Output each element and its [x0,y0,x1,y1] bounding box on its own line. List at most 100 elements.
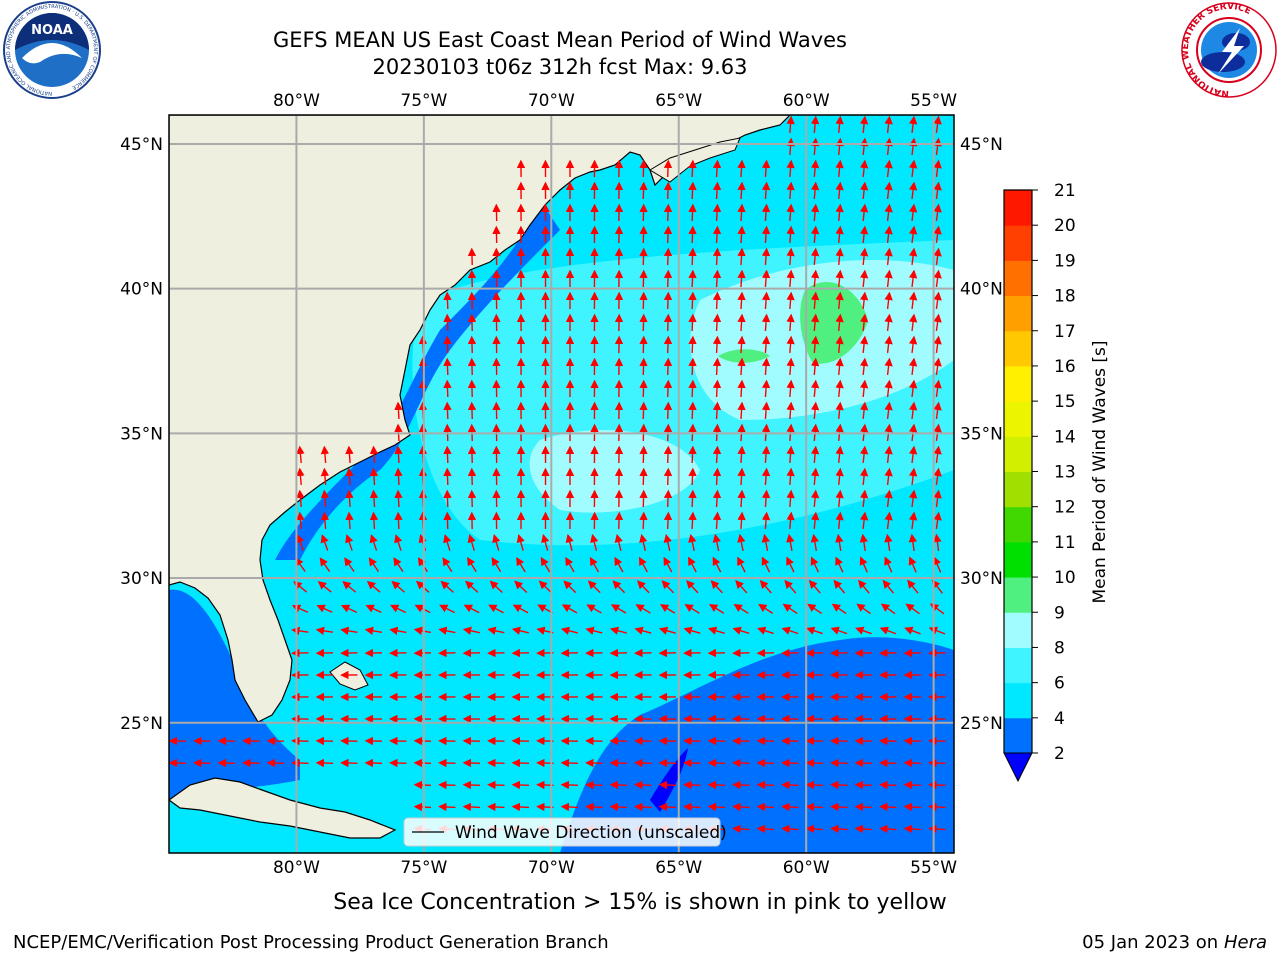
colorbar-segment [1004,647,1032,684]
wind-wave-arrow [737,379,746,398]
wind-wave-arrow [805,824,824,834]
wind-wave-arrow [609,802,628,812]
lat-tick-right: 35°N [960,424,1003,444]
wind-wave-arrow [903,824,922,834]
wind-wave-arrow [366,580,381,593]
land-bahamas [329,661,369,691]
colorbar-segment [1004,541,1032,578]
wind-wave-arrow [296,511,305,530]
wind-wave-arrow [683,758,701,768]
wind-wave-arrow [688,335,697,354]
wind-wave-arrow [786,467,795,486]
wind-wave-arrow [835,533,844,552]
wind-wave-arrow [933,291,942,310]
colorbar-segment [1004,260,1032,297]
wind-wave-arrow [859,467,869,486]
wind-wave-arrow [859,401,869,420]
colorbar-tick-label: 20 [1054,216,1076,236]
wind-wave-arrow [761,335,771,354]
wind-wave-arrow [761,533,770,551]
colorbar-segment [1004,190,1032,226]
wind-wave-arrow [390,604,407,614]
wind-wave-arrow [491,556,502,573]
wind-wave-arrow [389,758,407,768]
wind-wave-arrow [737,556,746,573]
wind-wave-arrow [884,115,893,134]
wind-wave-arrow [933,203,942,222]
wind-wave-arrow [908,379,918,398]
wind-wave-arrow [319,557,331,572]
wind-wave-arrow [440,580,454,593]
wind-wave-arrow [663,335,673,354]
wind-wave-arrow [663,181,673,200]
wind-wave-arrow [443,335,452,354]
wind-wave-arrow [884,379,893,398]
wind-wave-arrow [537,604,553,614]
wind-wave-arrow [884,269,893,288]
wind-wave-arrow [634,780,652,790]
wind-wave-arrow [908,467,918,486]
wind-wave-arrow [856,603,871,615]
wind-wave-arrow [587,580,601,594]
lon-tick-bottom: 75°W [400,858,447,878]
wind-wave-arrow [855,626,872,635]
wind-wave-arrow [364,626,383,635]
wind-wave-arrow [786,137,795,156]
colorbar-under-triangle [1003,752,1033,783]
wind-wave-arrow [658,780,677,790]
wind-wave-arrow [835,115,844,134]
wind-wave-arrow [688,225,697,244]
wind-wave-arrow [884,247,893,266]
wind-wave-arrow [908,511,918,530]
wind-wave-arrow [884,335,893,354]
lat-tick-left: 40°N [120,280,163,300]
wind-wave-arrow [737,445,746,464]
wind-wave-arrow [810,313,820,332]
wind-wave-arrow [465,580,479,593]
wind-wave-arrow [835,247,844,266]
wind-wave-arrow [688,247,697,266]
wind-wave-arrow [757,626,774,635]
wind-wave-arrow [884,489,893,508]
wind-wave-arrow [933,533,942,552]
wind-wave-arrow [688,269,697,288]
wind-wave-arrow [688,159,697,178]
map-frame [168,114,955,854]
wind-wave-arrow [661,580,675,594]
colorbar-tick-label: 13 [1054,463,1076,483]
wind-wave-arrow [810,379,820,398]
wind-wave-arrow [859,335,869,354]
colorbar-segment [1004,612,1032,648]
wind-wave-arrow [663,445,673,464]
wind-wave-arrow [810,556,820,573]
wind-wave-arrow [756,802,775,812]
wind-wave-arrow [712,203,722,222]
wind-wave-arrow [368,557,380,573]
wind-wave-arrow [761,489,771,508]
wind-wave-arrow [369,534,378,551]
wind-wave-arrow [884,313,893,332]
lat-tick-right: 45°N [960,135,1003,155]
lon-tick-top: 60°W [783,91,830,111]
wind-wave-arrow [933,335,942,354]
wind-wave-arrow [884,357,893,376]
wind-wave-arrow [365,604,382,614]
wind-wave-arrow [786,335,795,354]
wind-wave-arrow [859,489,869,508]
footer-date: 05 Jan 2023 on Hera [1082,932,1267,953]
colorbar-label: Mean Period of Wind Waves [s] [1090,340,1110,603]
wind-wave-arrow [712,247,722,266]
wind-wave-arrow [707,780,726,790]
wind-wave-arrow [688,291,697,310]
map-legend: Wind Wave Direction (unscaled) [403,817,727,847]
wind-wave-arrow [908,335,918,354]
wind-wave-arrow [786,511,795,530]
colorbar-tick-label: 6 [1054,674,1065,694]
wind-wave-arrow [835,556,844,573]
wind-wave-arrow [781,824,799,834]
wind-wave-arrow [463,604,480,614]
wind-wave-arrow [683,780,701,790]
wind-wave-arrow [712,313,722,332]
wind-wave-arrow [810,291,820,310]
noaa-logo: NOAA NATIONAL OCEANIC AND ATMOSPHERIC AD… [3,1,101,99]
